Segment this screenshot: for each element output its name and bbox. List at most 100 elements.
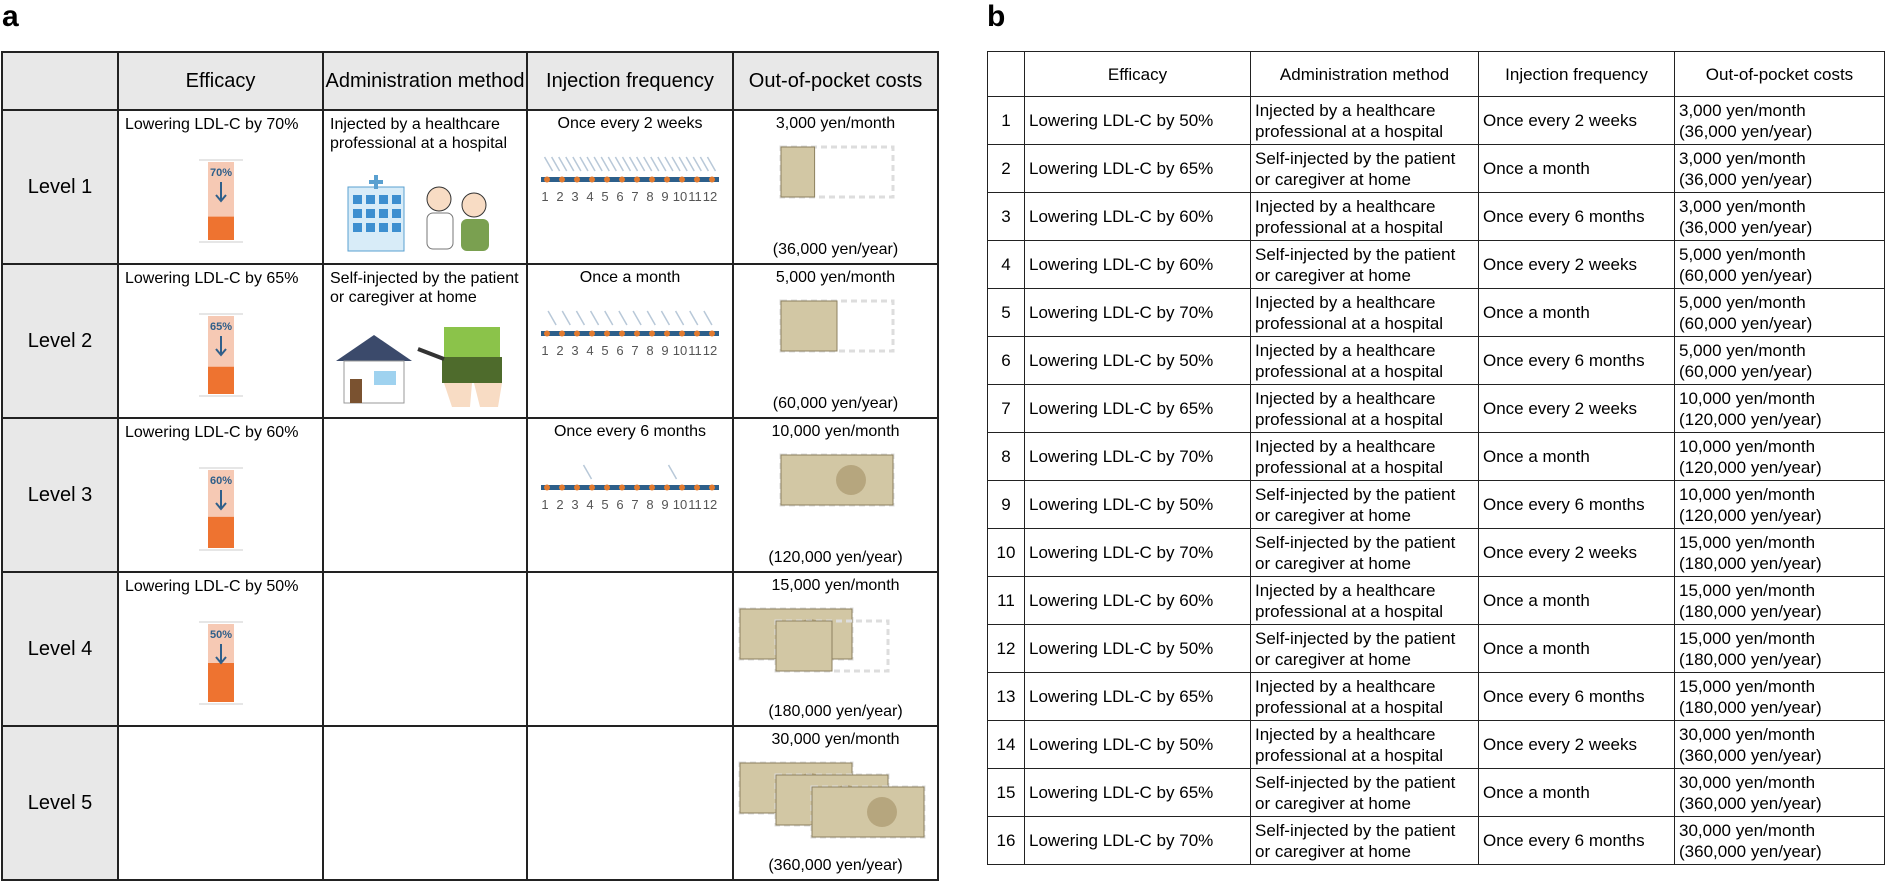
icon-arrow [214, 182, 227, 203]
timeline-dot [664, 484, 670, 491]
efficacy-cell: Lowering LDL-C by 70% [1024, 432, 1251, 481]
month-label: 3 [571, 189, 578, 204]
cost-year: (360,000 yen/year) [768, 857, 903, 874]
administration-cell: Self-injected by the patient or caregive… [1250, 624, 1479, 673]
month-label: 12 [703, 189, 717, 204]
efficacy-cell: Lowering LDL-C by 70% [1024, 528, 1251, 577]
efficacy-cell: Lowering LDL-C by 60% [1024, 192, 1251, 241]
profile-row: 1 Lowering LDL-C by 50% Injected by a heal… [987, 96, 1885, 145]
timeline-dot [619, 484, 625, 491]
needle [664, 156, 674, 172]
frequency-text: Once a month [579, 269, 681, 286]
needle [547, 310, 557, 326]
frequency-cell: Once a month [1478, 432, 1675, 481]
window [353, 223, 362, 232]
syringe [417, 347, 445, 361]
banknotes [738, 761, 925, 839]
timeline-bar [541, 331, 719, 336]
level-row: Level 5 30,000 yen/month (360,000 yen/year… [1, 725, 939, 881]
timeline-dot [544, 330, 550, 337]
window [392, 209, 401, 218]
cost-month: 5,000 yen/month [1679, 292, 1806, 312]
cost-cell: 5,000 yen/month (60,000 yen/year) [1674, 336, 1885, 385]
needle [550, 156, 561, 172]
cost-cell: 5,000 yen/month (60,000 yen/year) [732, 263, 939, 419]
needle [593, 156, 603, 172]
administration-cell: Injected by a healthcare professional at… [1250, 720, 1479, 769]
roof [336, 335, 412, 361]
profile-number: 5 [987, 288, 1025, 337]
month-label: 5 [601, 497, 608, 512]
month-label: 4 [586, 189, 593, 204]
banknote-outline [779, 145, 894, 199]
timeline-dot [694, 330, 700, 337]
icon-label: 65% [209, 321, 231, 333]
efficacy-cell: Lowering LDL-C by 60% 60% [117, 417, 324, 573]
frequency-cell: Once a month [1478, 768, 1675, 817]
timeline-dot [709, 176, 715, 183]
frequency-cell: Once every 6 months [1478, 336, 1675, 385]
month-label: 10 [673, 343, 687, 358]
frequency-cell: Once every 6 months [1478, 192, 1675, 241]
needle [674, 310, 685, 326]
month-label: 9 [661, 343, 668, 358]
administration-illustration [347, 175, 489, 252]
cost-cell: 30,000 yen/month (360,000 yen/year) [1674, 816, 1885, 865]
efficacy-cell: Lowering LDL-C by 70% 70% [117, 109, 324, 265]
administration-cell [322, 417, 528, 573]
needle [689, 310, 699, 326]
cost-year: (360,000 yen/year) [1679, 841, 1822, 861]
month-label: 2 [556, 343, 563, 358]
timeline-dot [544, 176, 550, 183]
needle [543, 156, 554, 172]
cost-month: 10,000 yen/month [771, 423, 900, 440]
timeline-dot [574, 484, 580, 491]
timeline-dot [559, 330, 565, 337]
cross [369, 175, 383, 189]
header-cell: Efficacy [1024, 51, 1251, 97]
cost-year: (180,000 yen/year) [1679, 601, 1822, 621]
profile-row: 10 Lowering LDL-C by 70% Self-injected by … [987, 528, 1885, 577]
level-row: Level 3 Lowering LDL-C by 60% 60% Once ever… [1, 417, 939, 573]
icon-arrow [214, 644, 227, 665]
icon-label: 50% [209, 629, 231, 641]
panel-label: a [2, 0, 19, 33]
month-label: 5 [601, 189, 608, 204]
efficacy-cell: Lowering LDL-C by 70% [1024, 288, 1251, 337]
level-row: Level 1 Lowering LDL-C by 70% 70% Injected … [1, 109, 939, 265]
month-label: 6 [616, 497, 623, 512]
cost-month: 5,000 yen/month [775, 269, 896, 286]
profile-number: 11 [987, 576, 1025, 625]
window [392, 223, 401, 232]
cost-cell: 10,000 yen/month (120,000 yen/year) [732, 417, 939, 573]
icon-arrow [214, 336, 227, 357]
cost-year: (180,000 yen/year) [1679, 553, 1822, 573]
banknotes [779, 299, 894, 353]
cost-cell: 10,000 yen/month (120,000 yen/year) [1674, 384, 1885, 433]
profile-number: 3 [987, 192, 1025, 241]
attribute-table: Efficacy Administration method Injection f… [1, 51, 939, 881]
legs [444, 383, 502, 407]
profile-number: 7 [987, 384, 1025, 433]
window [379, 195, 388, 204]
timeline-dot [649, 330, 655, 337]
needle [699, 156, 710, 172]
cost-month: 10,000 yen/month [1679, 436, 1816, 456]
cost-cell: 3,000 yen/month (36,000 yen/year) [732, 109, 939, 265]
efficacy-cell: Lowering LDL-C by 50% 50% [117, 571, 324, 727]
efficacy-text: Lowering LDL-C by 60% [125, 424, 299, 441]
frequency-cell: Once every 6 months [1478, 816, 1675, 865]
icon-bar [207, 366, 234, 394]
timeline-dot [604, 176, 610, 183]
efficacy-cell: Lowering LDL-C by 50% [1024, 480, 1251, 529]
timeline-dot [619, 176, 625, 183]
month-label: 10 [673, 189, 687, 204]
frequency-cell [526, 725, 734, 881]
administration-cell: Injected by a healthcare professional at… [1250, 672, 1479, 721]
cost-cell: 15,000 yen/month (180,000 yen/year) [1674, 528, 1885, 577]
frequency-cell: Once a month [1478, 624, 1675, 673]
portrait [835, 465, 866, 495]
timeline-dot [664, 176, 670, 183]
profile-row: 15 Lowering LDL-C by 65% Self-injected by … [987, 768, 1885, 817]
needle [614, 156, 625, 172]
